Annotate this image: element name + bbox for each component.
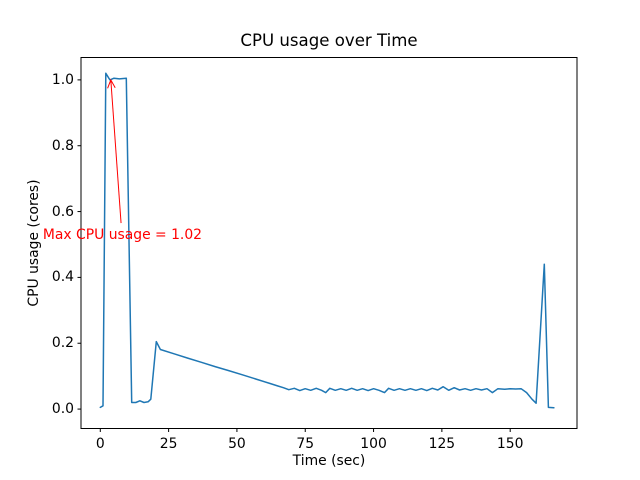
x-tick-label: 150 xyxy=(496,436,524,452)
y-tick-label: 1.0 xyxy=(51,71,74,88)
chart-title: CPU usage over Time xyxy=(240,31,418,50)
arrow-head xyxy=(107,78,116,89)
y-axis-label: CPU usage (cores) xyxy=(26,179,42,307)
x-tick-label: 25 xyxy=(159,436,178,452)
x-tick-label: 125 xyxy=(428,436,456,452)
max-cpu-annotation-text: Max CPU usage = 1.02 xyxy=(42,227,203,244)
arrow-shaft xyxy=(110,79,122,224)
y-tick-label: 0.8 xyxy=(51,137,74,154)
annotation-arrow xyxy=(107,78,122,224)
x-tick-label: 100 xyxy=(360,436,387,452)
x-axis-tick-marks xyxy=(99,428,511,432)
y-tick-label: 0.6 xyxy=(51,203,74,220)
y-axis-tick-marks xyxy=(77,79,81,410)
x-tick-label: 50 xyxy=(228,436,246,452)
cpu-usage-line xyxy=(99,72,555,409)
x-tick-label: 75 xyxy=(296,436,315,452)
y-tick-label: 0.2 xyxy=(51,335,74,352)
x-axis-label: Time (sec) xyxy=(292,453,366,469)
x-tick-label: 0 xyxy=(95,436,105,452)
y-tick-label: 0.4 xyxy=(51,269,74,286)
y-tick-label: 0.0 xyxy=(51,401,74,418)
plot-frame xyxy=(80,57,578,429)
